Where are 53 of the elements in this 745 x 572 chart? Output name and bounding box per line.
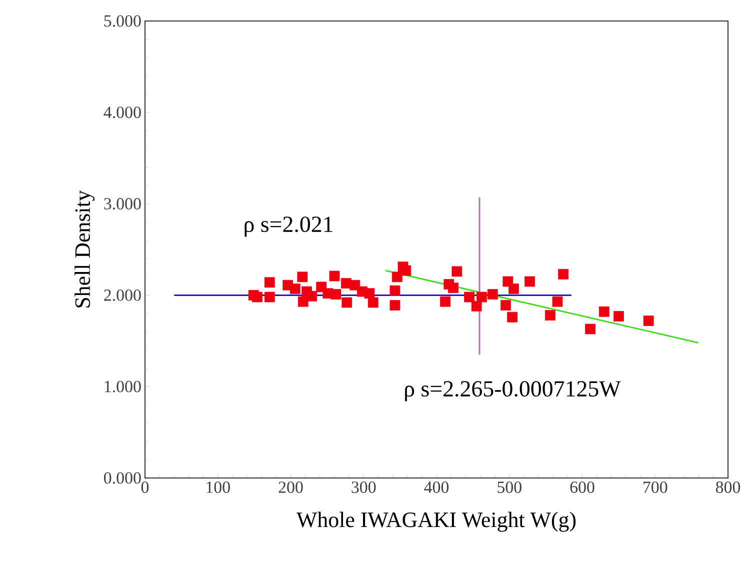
y-tick-label: 5.000 (104, 15, 141, 27)
point (585, 324, 596, 334)
y-tick-label: 4.000 (104, 106, 141, 118)
annotation: ρ s=2.265-0.0007125W (405, 381, 621, 402)
point (390, 285, 400, 296)
point (440, 296, 450, 307)
x-tick-label: 300 (352, 482, 376, 493)
y-axis-title: Shell Density (74, 190, 95, 308)
point (364, 288, 375, 299)
point (613, 311, 624, 322)
x-tick-label: 800 (716, 482, 740, 493)
point (524, 276, 535, 287)
point (330, 289, 342, 300)
point (298, 296, 308, 307)
x-axis-title: Whole IWAGAKI Weight W(g) (296, 512, 576, 532)
point (252, 292, 262, 302)
point (392, 272, 402, 282)
x-tick-label: 200 (278, 482, 303, 493)
point (390, 300, 400, 310)
y-tick-label: 2.000 (104, 289, 141, 301)
point (558, 268, 569, 280)
point (264, 292, 275, 302)
point (400, 265, 412, 276)
point (342, 297, 352, 308)
point (598, 306, 610, 317)
x-tick-label: 700 (644, 482, 668, 493)
point (368, 297, 378, 308)
point (297, 272, 308, 282)
x-tick-label: 100 (206, 482, 230, 493)
x-tick-label: 0 (141, 482, 149, 493)
point (552, 296, 563, 307)
annotation: ρ s=2.021 (244, 216, 332, 237)
x-tick-label: 400 (424, 482, 449, 493)
point (500, 300, 511, 310)
point (452, 266, 462, 277)
point (264, 277, 275, 288)
x-tick-label: 500 (498, 482, 522, 493)
point (476, 292, 487, 302)
point (329, 270, 340, 282)
y-tick-label: 3.000 (104, 198, 141, 210)
x-tick-label: 600 (570, 482, 594, 493)
point (290, 284, 300, 294)
point (464, 292, 474, 302)
y-tick-label: 0.000 (104, 472, 141, 484)
point (471, 300, 482, 312)
point (507, 312, 518, 322)
y-tick-label: 1.000 (104, 380, 141, 392)
point (448, 282, 458, 294)
point (643, 316, 654, 326)
point (306, 290, 318, 302)
point (508, 284, 519, 294)
point (544, 310, 556, 321)
point (487, 289, 498, 300)
